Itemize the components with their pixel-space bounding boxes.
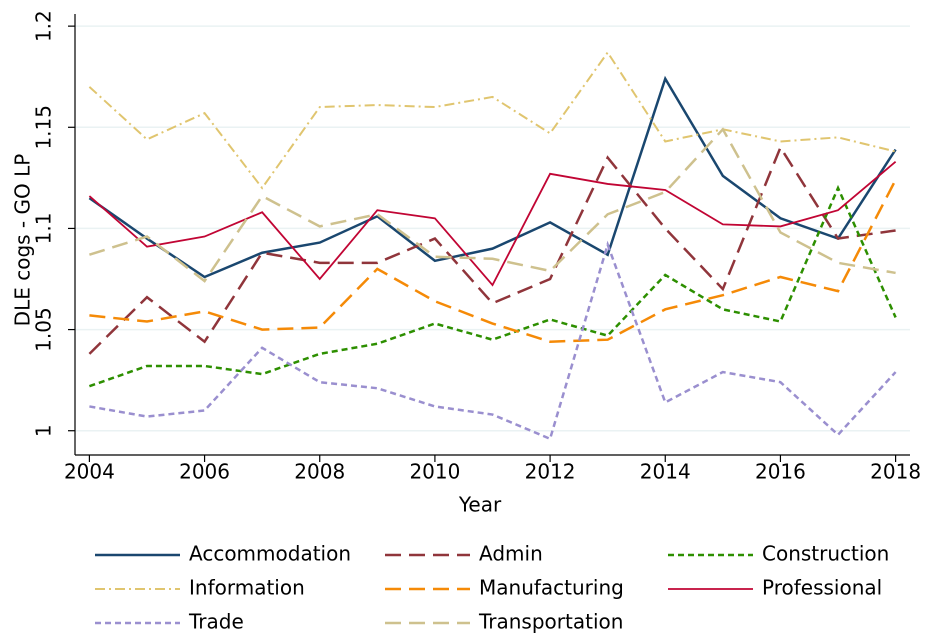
series-line [88,184,897,388]
x-tick-label: 2006 [179,460,230,484]
legend-label: Information [189,576,305,600]
legend-label: Construction [762,542,889,566]
y-axis-label: DLE cogs - GO LP [11,154,35,327]
legend-label: Transportation [478,610,623,634]
y-tick-label: 1.1 [32,213,56,245]
y-tick-label: 1.15 [32,105,56,150]
x-tick-label: 2008 [294,460,345,484]
legend-label: Manufacturing [479,576,624,600]
y-tick-label: 1.05 [32,307,56,352]
series-line [89,179,897,343]
series-line [89,127,896,283]
x-tick-label: 2016 [755,460,806,484]
y-tick-label: 1 [32,424,56,437]
legend-label: Professional [762,576,882,600]
x-tick-label: 2004 [64,460,115,484]
x-tick-label: 2012 [525,460,576,484]
legend-label: Accommodation [189,542,351,566]
series-line [88,144,896,355]
x-tick-label: 2010 [409,460,460,484]
series-line [89,240,897,441]
legend-label: Admin [479,542,543,566]
series-line [88,50,896,190]
legend-label: Trade [188,610,244,634]
y-tick-label: 1.2 [32,10,56,42]
series-line [88,160,897,287]
series-line [88,75,897,279]
x-axis-label: Year [458,493,502,517]
x-tick-label: 2018 [870,460,921,484]
x-tick-label: 2014 [640,460,691,484]
